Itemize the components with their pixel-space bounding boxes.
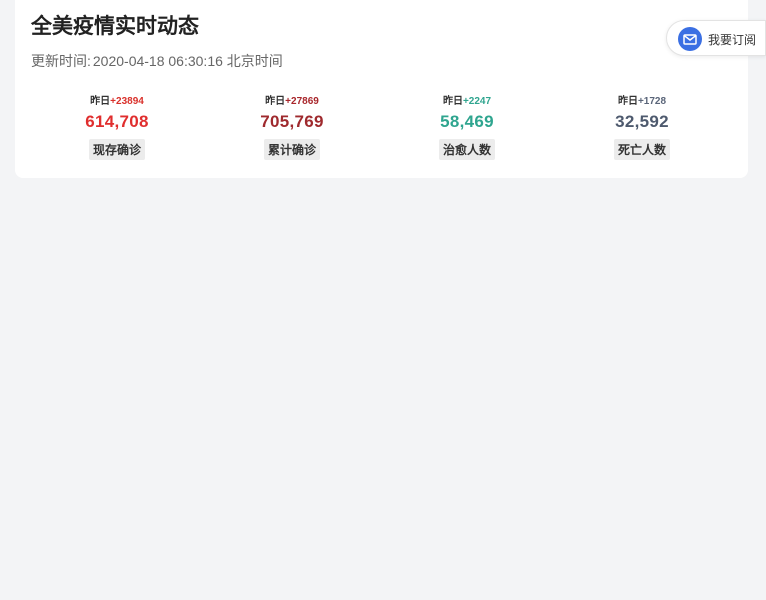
stat-delta: +27869 [285, 96, 319, 107]
stat-total-confirmed: 昨日+27869 705,769 累计确诊 [217, 92, 367, 160]
stat-label: 累计确诊 [263, 139, 320, 160]
stat-label: 治愈人数 [438, 139, 495, 160]
stat-label: 现存确诊 [88, 139, 145, 160]
update-time-value: 2020-04-18 06:30:16 北京时间 [92, 53, 283, 69]
summary-card: 全美疫情实时动态 更新时间: 2020-04-18 06:30:16 北京时间 昨… [15, 0, 748, 178]
stat-value: 58,469 [440, 112, 494, 131]
stat-label: 死亡人数 [613, 139, 670, 160]
subscribe-label: 我要订阅 [708, 33, 757, 47]
stat-delta: +2247 [462, 96, 492, 107]
stat-delta-prefix: 昨日 [442, 96, 463, 107]
stat-current-confirmed: 昨日+23894 614,708 现存确诊 [42, 92, 192, 160]
mail-icon [678, 27, 702, 51]
stat-delta-prefix: 昨日 [265, 96, 286, 107]
stat-recovered: 昨日+2247 58,469 治愈人数 [392, 92, 542, 160]
stat-deaths: 昨日+1728 32,592 死亡人数 [567, 92, 717, 160]
stat-delta-prefix: 昨日 [90, 96, 111, 107]
update-time: 更新时间: 2020-04-18 06:30:16 北京时间 [31, 51, 283, 71]
stat-value: 32,592 [615, 112, 669, 131]
stat-delta: +1728 [637, 96, 667, 107]
update-time-label: 更新时间: [31, 53, 91, 69]
subscribe-button[interactable]: 我要订阅 [666, 20, 766, 56]
stat-delta: +23894 [110, 96, 144, 107]
page-title: 全美疫情实时动态 [31, 15, 199, 38]
stat-value: 705,769 [260, 112, 324, 131]
stat-value: 614,708 [85, 112, 149, 131]
stat-delta-prefix: 昨日 [617, 96, 638, 107]
